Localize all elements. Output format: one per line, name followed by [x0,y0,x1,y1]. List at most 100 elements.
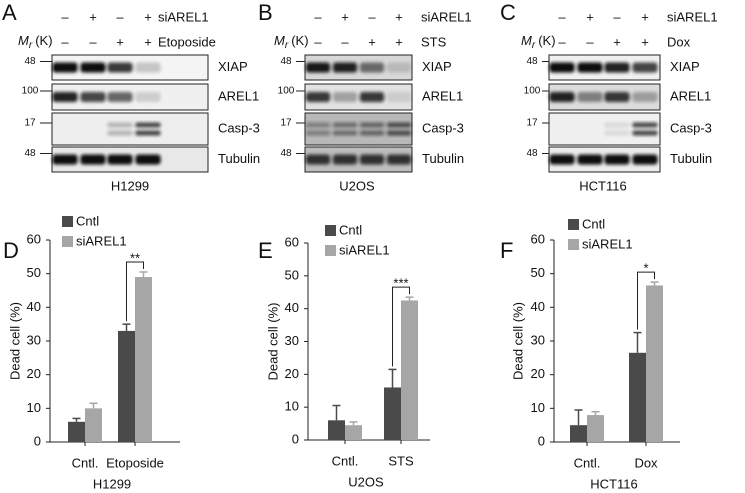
mw-marker: 48 [24,148,36,159]
y-tick-label: 40 [285,300,299,315]
mr-unit: (K) [538,33,555,48]
y-tick-label: 60 [531,231,545,246]
treatment-sign: + [144,9,152,24]
mw-marker: 17 [280,118,292,129]
mr-subscript: r [29,40,33,51]
legend-label: siAREL1 [582,236,633,251]
bar [646,285,663,442]
error-bar [139,271,148,278]
significance: ** [130,250,140,265]
legend-label: Cntl [76,213,99,228]
mw-marker: 48 [280,148,292,159]
error-bar [122,323,131,331]
error-bar [332,404,341,421]
error-bar [633,331,642,353]
mr-label: Mr (K) [521,33,556,50]
blot-band [604,92,630,102]
treatment-sign: – [558,34,566,49]
y-tick-label: 20 [285,366,299,381]
blot-band [332,92,358,102]
treatment-sign: – [314,9,322,24]
band-label: AREL1 [422,88,463,103]
treatment-sign: + [613,34,621,49]
treatment-sign: + [116,34,124,49]
blot-band [107,130,133,136]
treatment-label: Etoposide [158,34,216,49]
x-axis-label: U2OS [348,474,384,489]
mr-label: Mr (K) [18,33,53,50]
blot-band [305,130,331,136]
band-label: Casp-3 [422,120,464,135]
x-tick-label: Dox [634,455,658,470]
mw-marker: 100 [22,86,39,97]
blot-band [549,92,575,102]
treatment-sign: + [144,34,152,49]
blot-band [386,130,412,136]
legend-label: Cntl [582,216,605,231]
panel-letter: A [2,0,17,25]
blot-band [135,62,161,73]
blot-strip [51,112,209,146]
blot-strip [548,112,661,146]
error-bar [650,281,659,286]
y-tick-label: 10 [531,400,545,415]
panel-letter: D [3,238,19,263]
bar [629,352,646,442]
band-label: Tubulin [422,151,464,166]
y-tick-label: 30 [531,332,545,347]
blot-band [359,154,385,165]
legend-swatch [62,216,73,227]
blot-band [332,130,358,136]
mw-marker: 100 [524,86,541,97]
treatment-label: siAREL1 [421,9,472,24]
mr-symbol: M [521,33,532,48]
band-label: Tubulin [218,151,260,166]
treatment-sign: – [89,34,97,49]
y-axis-label: Dead cell (%) [265,302,280,380]
error-bar [574,409,583,426]
y-tick-label: 20 [531,366,545,381]
blot-band [332,62,358,73]
blot-band [305,154,331,165]
blot-band [604,154,630,165]
legend-swatch [568,219,579,230]
legend-label: siAREL1 [76,233,127,248]
bar [345,425,362,440]
bar [401,300,418,440]
y-tick-label: 50 [27,265,41,280]
x-axis-label: HCT116 [590,476,637,491]
error-bar [72,417,81,422]
blot-band [549,62,575,73]
y-tick-label: 0 [34,433,41,448]
blot-band [305,62,331,73]
blot-band [604,62,630,73]
bar [135,277,152,442]
significance-bracket [637,271,655,330]
mr-symbol: M [18,33,29,48]
treatment-sign: – [116,9,124,24]
blot-band [604,122,630,128]
mw-marker: 100 [278,86,295,97]
treatment-sign: + [395,9,403,24]
y-tick-label: 0 [538,433,545,448]
treatment-sign: + [586,9,594,24]
x-axis-label: H1299 [93,476,131,491]
y-tick-label: 50 [531,265,545,280]
blot-band [332,122,358,128]
mw-marker: 48 [526,56,538,67]
treatment-sign: + [368,34,376,49]
mw-marker: 48 [280,56,292,67]
blot-band [52,154,78,165]
treatment-sign: – [586,34,594,49]
error-bar [591,410,600,416]
y-axis-label: Dead cell (%) [510,302,525,380]
y-tick-label: 60 [285,234,299,249]
blot-band [135,122,161,128]
x-tick-label: Cntl. [574,455,601,470]
treatment-sign: – [314,34,322,49]
bar [118,330,135,442]
blot-band [386,92,412,102]
y-tick-label: 40 [531,299,545,314]
blot-band [52,62,78,73]
